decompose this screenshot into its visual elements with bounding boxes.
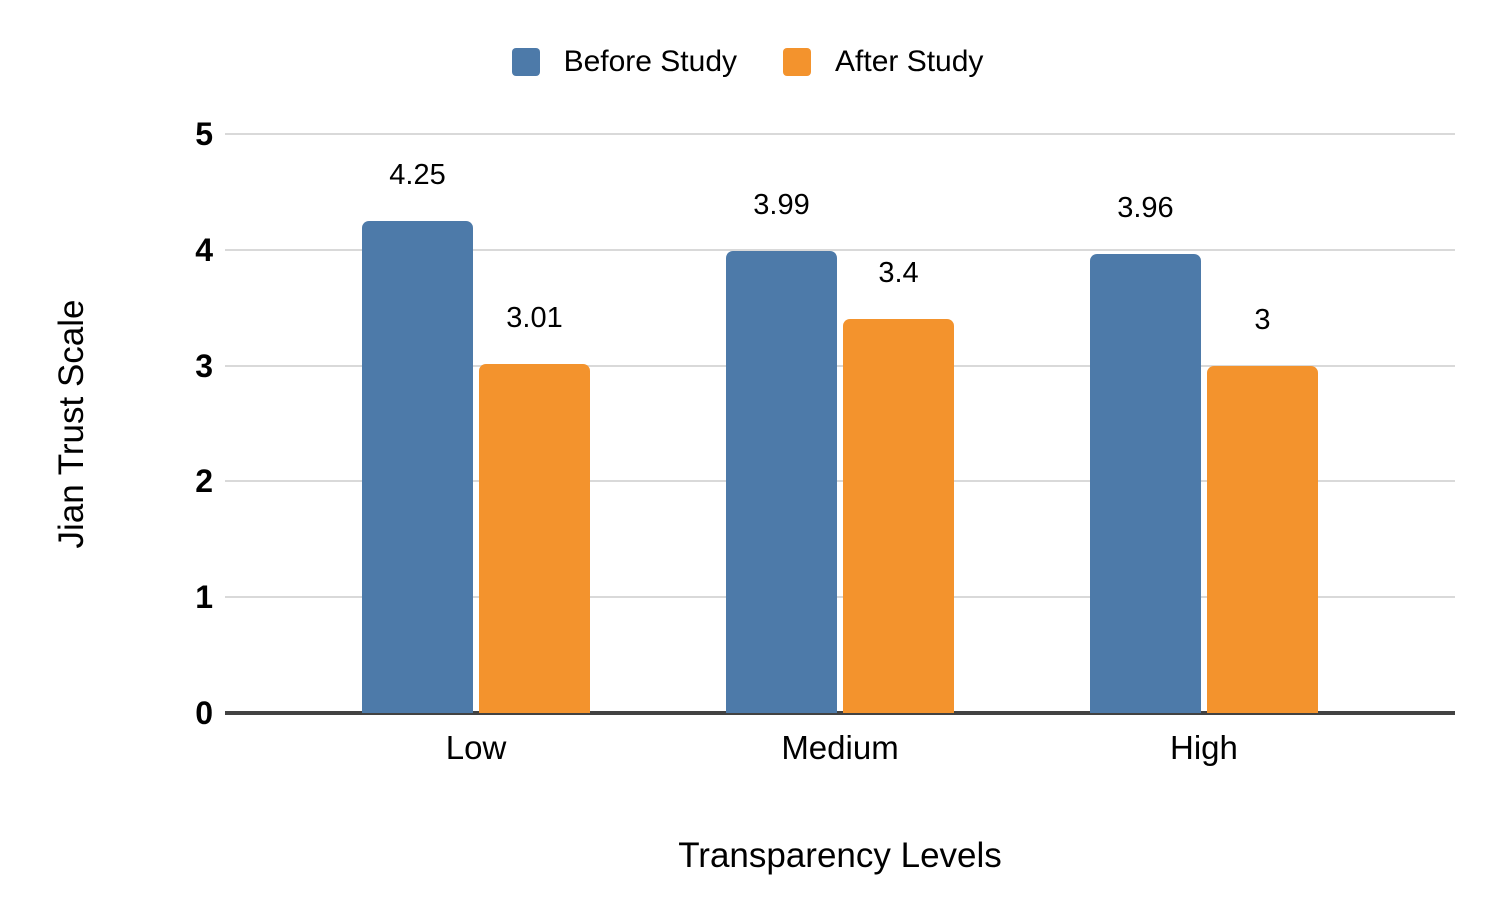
y-tick-label: 4 [195, 231, 213, 268]
legend-label-before-study: Before Study [563, 45, 738, 78]
chart-legend: Before Study After Study [0, 44, 1495, 80]
gridline [225, 133, 1455, 135]
y-tick-label: 1 [195, 579, 213, 616]
legend-swatch-after-study [783, 48, 812, 76]
value-label: 3.4 [878, 257, 919, 290]
legend-swatch-before-study [511, 48, 540, 76]
x-category-label-high: High [1170, 729, 1238, 766]
x-axis-title: Transparency Levels [678, 836, 1002, 875]
y-tick-label: 3 [195, 347, 213, 384]
legend-label-after-study: After Study [835, 45, 984, 78]
value-label: 3.96 [1117, 192, 1174, 225]
bar-before-study-low [362, 220, 474, 713]
gridline [225, 480, 1455, 483]
bar-before-study-medium [726, 250, 837, 713]
y-tick-label: 2 [195, 463, 213, 500]
y-tick-label: 0 [195, 695, 213, 731]
gridline [225, 248, 1455, 251]
x-axis-line [225, 711, 1455, 715]
plot-area: 4.25 3.01 3.99 3.4 3.96 3 [225, 133, 1455, 715]
bar-after-study-low [479, 364, 591, 713]
value-label: 4.25 [389, 158, 446, 191]
x-category-label-low: Low [445, 729, 507, 766]
legend-item-before-study: Before Study [511, 44, 738, 80]
y-axis-title: Jian Trust Scale [52, 299, 91, 549]
gridline [225, 596, 1455, 599]
value-label: 3 [1254, 303, 1271, 336]
bar-after-study-high [1206, 365, 1318, 713]
x-category-label-medium: Medium [781, 729, 899, 766]
value-label: 3.99 [753, 188, 810, 221]
legend-item-after-study: After Study [783, 44, 983, 80]
bar-after-study-medium [843, 319, 954, 713]
value-label: 3.01 [506, 302, 563, 335]
gridline [225, 364, 1455, 367]
y-tick-label: 5 [195, 116, 213, 152]
bar-before-study-high [1089, 254, 1201, 713]
